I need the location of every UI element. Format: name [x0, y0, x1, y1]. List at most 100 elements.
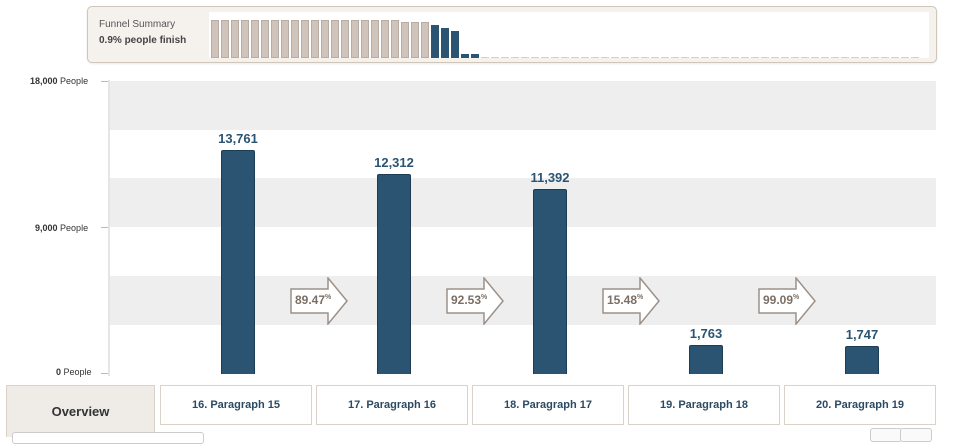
mini-bar-tail — [491, 57, 499, 58]
mini-bar-tail — [811, 57, 819, 58]
mini-bar-tail — [741, 57, 749, 58]
mini-bar-tail — [711, 57, 719, 58]
funnel-bar[interactable] — [533, 188, 567, 374]
bar-value-label: 13,761 — [218, 131, 258, 146]
mini-bar-light — [311, 20, 319, 58]
mini-bar-light — [361, 20, 369, 58]
mini-bar-tail — [641, 57, 649, 58]
mini-bar-tail — [791, 57, 799, 58]
mini-bar-light — [251, 20, 259, 58]
mini-bar-tail — [661, 57, 669, 58]
mini-bar-tail — [781, 57, 789, 58]
funnel-bar[interactable] — [377, 173, 411, 374]
mini-bar-light — [341, 20, 349, 58]
tab-step-4[interactable]: 19. Paragraph 18 — [628, 385, 780, 425]
mini-bar-tail — [861, 57, 869, 58]
y-axis-value-top: 18,000 — [30, 76, 58, 86]
mini-bar-light — [411, 21, 419, 58]
funnel-bar[interactable] — [221, 150, 255, 374]
percent-sign: % — [637, 294, 644, 301]
mini-bar-light — [261, 20, 269, 58]
conversion-arrow: 15.48% — [602, 275, 660, 327]
mini-bar-tail — [631, 57, 639, 58]
percent-sign: % — [793, 294, 800, 301]
mini-bar-tail — [541, 57, 549, 58]
mini-bar-light — [371, 20, 379, 58]
y-axis-label-bottom: 0 People — [56, 367, 92, 377]
conversion-arrow: 99.09% — [758, 275, 816, 327]
percent-sign: % — [325, 294, 332, 301]
tab-step-3[interactable]: 18. Paragraph 17 — [472, 385, 624, 425]
mini-bar-tail — [721, 57, 729, 58]
mini-bar-tail — [521, 57, 529, 58]
mini-bar-tail — [801, 57, 809, 58]
mini-bar-tail — [681, 57, 689, 58]
mini-bar-tail — [831, 57, 839, 58]
mini-bar-tail — [621, 57, 629, 58]
tab-step-5[interactable]: 20. Paragraph 19 — [784, 385, 936, 425]
mini-bar-light — [351, 20, 359, 58]
y-axis-unit-bottom: People — [63, 367, 92, 377]
bar-value-label: 1,763 — [689, 326, 723, 342]
mini-bar-tail — [501, 57, 509, 58]
funnel-mini-chart[interactable] — [209, 12, 929, 58]
arrow-shape-icon — [602, 275, 660, 327]
arrow-shape-icon — [290, 275, 348, 327]
mini-bar-tail — [891, 57, 899, 58]
conversion-rate-label: 89.47% — [295, 293, 332, 307]
mini-bar-light — [381, 20, 389, 58]
mini-bar-tail — [591, 57, 599, 58]
mini-bar-light — [211, 20, 219, 58]
mini-bar-tail — [771, 57, 779, 58]
mini-bar-tail — [841, 57, 849, 58]
conversion-arrow: 89.47% — [290, 275, 348, 327]
mini-bar-light — [241, 20, 249, 58]
arrow-shape-icon — [446, 275, 504, 327]
next-page-button[interactable] — [900, 428, 932, 442]
mini-bar-light — [401, 21, 409, 58]
mini-bar-tail — [561, 57, 569, 58]
funnel-bar[interactable] — [845, 345, 879, 374]
mini-bar-tail — [611, 57, 619, 58]
tab-overview[interactable]: Overview — [6, 385, 155, 437]
mini-bar-light — [391, 20, 399, 58]
y-tick — [101, 227, 108, 228]
mini-bar-dark — [461, 54, 469, 58]
mini-bar-dark — [471, 54, 479, 58]
mini-bar-tail — [691, 57, 699, 58]
step-tabs: Overview 16. Paragraph 15 17. Paragraph … — [0, 384, 960, 437]
mini-bar-tail — [651, 57, 659, 58]
mini-bar-tail — [531, 57, 539, 58]
funnel-chart: 18,000 People 9,000 People 0 People 13,7… — [0, 70, 960, 380]
bar-value-label: 1,747 — [845, 326, 879, 342]
mini-bar-light — [321, 20, 329, 58]
mini-bar-light — [421, 21, 429, 58]
mini-bar-dark — [441, 27, 449, 58]
conversion-arrow: 92.53% — [446, 275, 504, 327]
mini-bar-tail — [871, 57, 879, 58]
mini-bar-tail — [701, 57, 709, 58]
bottom-select-field[interactable] — [12, 432, 204, 444]
conversion-rate-label: 15.48% — [607, 293, 644, 307]
mini-bar-tail — [821, 57, 829, 58]
y-axis-label-top: 18,000 People — [30, 76, 88, 86]
mini-bar-tail — [671, 57, 679, 58]
y-axis-unit-mid: People — [60, 223, 89, 233]
mini-bar-dark — [451, 30, 459, 58]
bar-value-label: 12,312 — [374, 154, 414, 170]
mini-bar-light — [331, 20, 339, 58]
mini-bar-light — [231, 20, 239, 58]
prev-page-button[interactable] — [870, 428, 902, 442]
funnel-summary-title: Funnel Summary — [99, 19, 176, 30]
tab-step-1[interactable]: 16. Paragraph 15 — [160, 385, 312, 425]
mini-bar-tail — [881, 57, 889, 58]
mini-bar-tail — [481, 57, 489, 58]
y-axis-line — [108, 80, 110, 376]
mini-bar-tail — [731, 57, 739, 58]
mini-bar-tail — [911, 57, 919, 58]
funnel-bar[interactable] — [689, 345, 723, 374]
grid-band — [108, 81, 936, 130]
mini-bar-tail — [601, 57, 609, 58]
mini-bar-light — [281, 20, 289, 58]
tab-step-2[interactable]: 17. Paragraph 16 — [316, 385, 468, 425]
